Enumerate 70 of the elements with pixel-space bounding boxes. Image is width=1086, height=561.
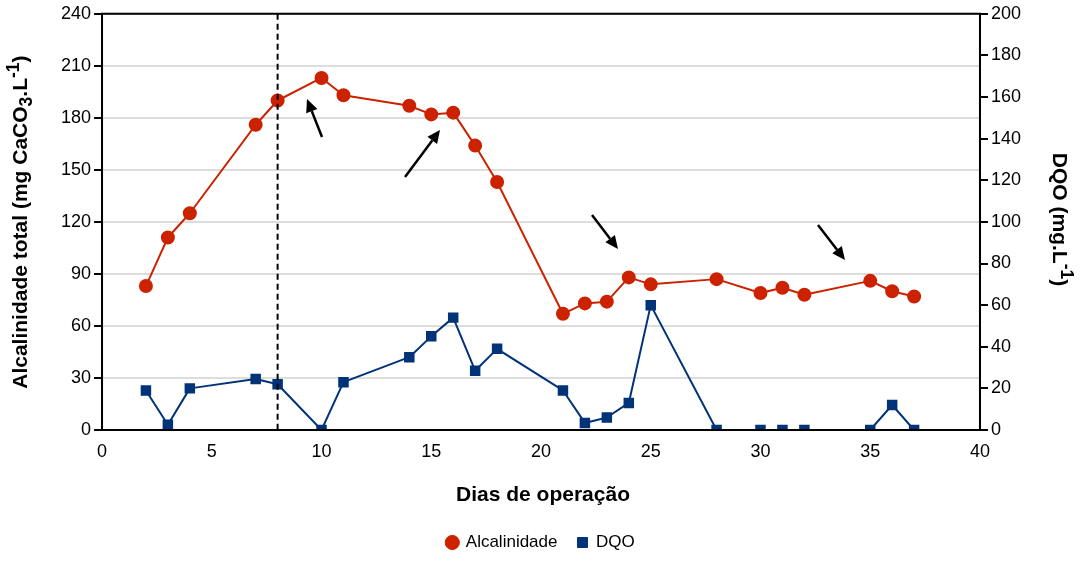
y-tick-label: 150 xyxy=(60,158,92,179)
point xyxy=(645,299,656,311)
point xyxy=(621,270,636,285)
y2-tick-label: 80 xyxy=(990,252,1011,273)
point xyxy=(248,117,263,132)
y-tick-label: 0 xyxy=(81,418,92,439)
y-tick-label: 60 xyxy=(71,314,92,335)
legend-label: DQO xyxy=(595,532,635,552)
y2-tick-label: 0 xyxy=(990,418,1001,439)
y-tick-label: 90 xyxy=(71,262,92,283)
y2-tick-label: 20 xyxy=(990,377,1011,398)
x-tick-label: 35 xyxy=(860,440,881,461)
y2-tick-label: 40 xyxy=(990,335,1011,356)
y2-tick-label: 200 xyxy=(990,2,1022,23)
x-tick-label: 5 xyxy=(206,440,217,461)
point xyxy=(753,286,768,300)
point xyxy=(907,289,922,304)
point xyxy=(775,280,790,295)
point xyxy=(314,70,329,85)
point xyxy=(182,206,197,221)
point xyxy=(797,287,812,302)
point xyxy=(160,230,175,245)
x-tick-label: 0 xyxy=(97,440,108,461)
point xyxy=(579,417,591,429)
point xyxy=(555,306,570,321)
point xyxy=(709,272,724,287)
y-tick-label: 240 xyxy=(60,2,92,23)
y2-tick-label: 140 xyxy=(990,127,1022,148)
point xyxy=(447,312,459,323)
x-tick-label: 10 xyxy=(311,440,332,461)
point xyxy=(863,273,878,288)
point xyxy=(336,88,351,103)
y-tick-label: 180 xyxy=(60,106,92,127)
point xyxy=(424,107,439,122)
x-tick-label: 25 xyxy=(640,440,661,461)
point xyxy=(426,331,437,342)
y2-tick-label: 180 xyxy=(990,44,1022,65)
x-tick-label: 15 xyxy=(421,440,442,461)
y2-tick-label: 100 xyxy=(990,210,1022,231)
point xyxy=(623,397,635,409)
point xyxy=(402,98,417,113)
point xyxy=(557,385,569,396)
y-tick-label: 120 xyxy=(60,210,92,231)
y2-tick-label: 120 xyxy=(990,169,1022,190)
point xyxy=(140,385,152,396)
y2-tick-label: 160 xyxy=(990,86,1022,107)
legend-label: Alcalinidade xyxy=(465,532,558,552)
point xyxy=(184,383,196,394)
y-tick-label: 30 xyxy=(71,366,92,387)
point xyxy=(338,376,349,388)
x-tick-label: 40 xyxy=(969,440,990,461)
x-axis-title: Dias de operação xyxy=(455,482,631,506)
point xyxy=(138,279,153,294)
point xyxy=(468,138,483,153)
y-tick-label: 210 xyxy=(60,54,92,75)
point xyxy=(599,294,614,309)
x-tick-label: 20 xyxy=(530,440,552,461)
y2-tick-label: 60 xyxy=(990,294,1011,315)
point xyxy=(469,365,481,376)
point xyxy=(886,399,898,411)
point xyxy=(250,373,261,385)
point xyxy=(491,343,503,355)
point xyxy=(404,351,415,363)
point xyxy=(490,175,505,190)
point xyxy=(643,277,658,292)
point xyxy=(577,296,592,311)
point xyxy=(885,284,900,299)
x-tick-label: 30 xyxy=(750,440,771,461)
point xyxy=(446,105,461,120)
point xyxy=(601,412,613,423)
